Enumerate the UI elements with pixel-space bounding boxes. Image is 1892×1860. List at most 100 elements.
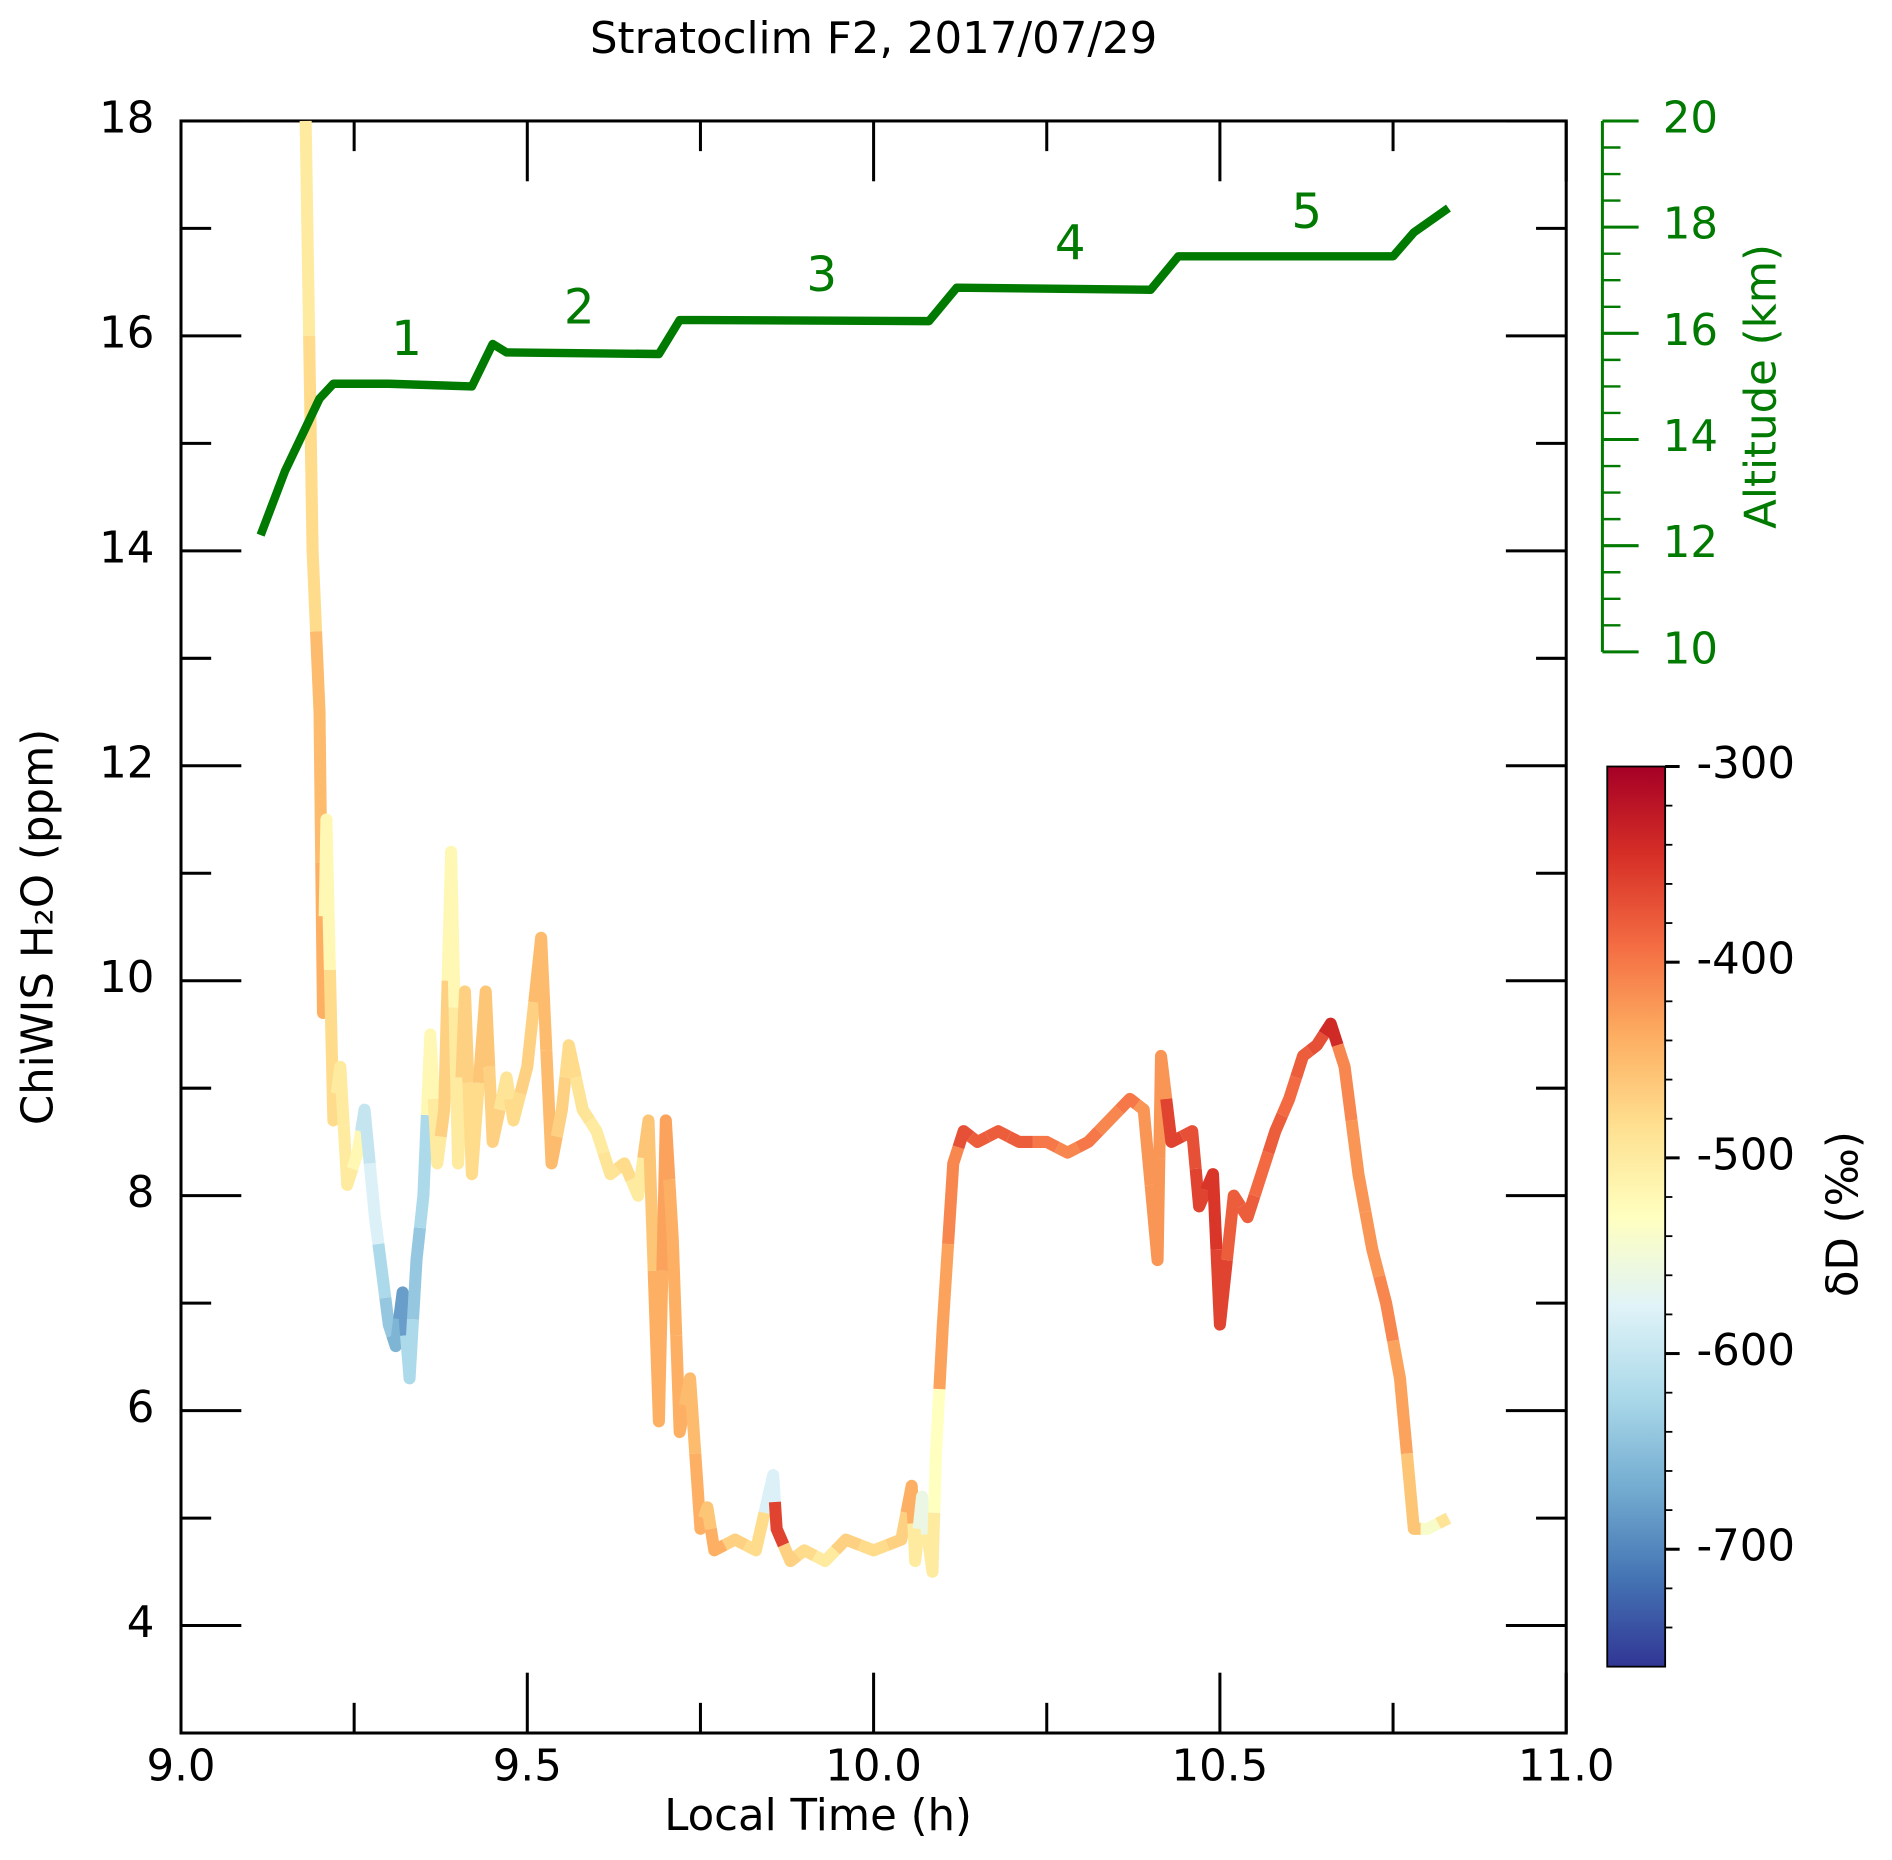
h2o-segment <box>504 1092 527 1127</box>
x-tick-label: 9.5 <box>493 1742 562 1792</box>
h2o-segment <box>569 1076 595 1124</box>
colorbar-tick-label: -600 <box>1697 1326 1796 1376</box>
x-axis-label: Local Time (h) <box>664 1791 972 1841</box>
h2o-segment <box>597 1150 622 1181</box>
y-tick-label: 8 <box>127 1168 155 1218</box>
colorbar-tick-label: -500 <box>1697 1130 1796 1180</box>
h2o-segment <box>942 1145 965 1245</box>
h2o-segment <box>1133 1099 1157 1186</box>
y-tick-label: 16 <box>99 308 154 358</box>
h2o-segment <box>372 1243 392 1299</box>
h2o-segment <box>584 1117 610 1155</box>
h2o-segment <box>400 1318 420 1385</box>
h2o-segment <box>318 813 336 971</box>
h2o-segment <box>1160 1098 1185 1148</box>
h2o-segment <box>704 1527 728 1557</box>
y-tick-label: 14 <box>99 523 154 573</box>
h2o-segment <box>363 1162 385 1245</box>
h2o-segment <box>448 1007 468 1170</box>
h2o-segment <box>768 1501 790 1548</box>
h2o-segment <box>647 1270 669 1428</box>
h2o-segment <box>434 980 454 1138</box>
h2o-segment <box>793 1544 818 1562</box>
h2o-segment <box>933 1243 955 1390</box>
h2o-segment <box>540 1050 563 1170</box>
h2o-segment <box>1235 1193 1261 1224</box>
h2o-segment <box>1179 1125 1202 1170</box>
colorbar-tick-label: -300 <box>1697 739 1796 789</box>
h2o-segment <box>355 1103 376 1164</box>
y-tick-label: 10 <box>99 953 154 1003</box>
h2o-segment <box>550 1076 572 1138</box>
y2-tick-label: 16 <box>1663 306 1718 356</box>
y-tick-label: 6 <box>127 1383 155 1433</box>
y-tick-label: 12 <box>99 738 154 788</box>
x-tick-label: 11.0 <box>1518 1742 1615 1792</box>
h2o-segment <box>811 1546 840 1568</box>
h2o-segment <box>559 1039 582 1079</box>
colorbar-tick-label: -700 <box>1697 1522 1796 1572</box>
h2o-segment <box>1318 1017 1344 1048</box>
h2o-segment <box>528 931 553 1051</box>
h2o-segment <box>637 1114 660 1272</box>
h2o-segment <box>985 1125 1012 1142</box>
y-tick-label: 18 <box>99 93 154 143</box>
h2o-segment <box>921 1512 941 1578</box>
h2o-segment <box>1115 1092 1141 1114</box>
y-tick-label: 4 <box>127 1598 155 1648</box>
h2o-segment <box>663 1179 683 1336</box>
level-annotation: 5 <box>1291 184 1322 240</box>
h2o-segment <box>689 1453 710 1535</box>
h2o-segment <box>441 845 461 1008</box>
level-annotation: 2 <box>564 279 595 335</box>
h2o-segment <box>656 1114 676 1272</box>
h2o-segment <box>625 1157 650 1202</box>
colorbar-frame <box>1606 765 1667 1668</box>
altitude-line <box>256 204 1451 537</box>
h2o-segment <box>966 1131 991 1148</box>
h2o-segment <box>483 1066 506 1148</box>
h2o-segment <box>1200 1168 1223 1250</box>
h2o-segment <box>514 1001 541 1096</box>
x-tick-label: 9.0 <box>146 1742 215 1792</box>
level-annotation: 1 <box>391 311 422 367</box>
h2o-segment <box>698 1501 717 1530</box>
plot-frame <box>179 119 1568 1735</box>
h2o-segment <box>303 335 323 632</box>
h2o-segment <box>413 1114 433 1229</box>
h2o-segment <box>952 1125 975 1150</box>
h2o-segment <box>1144 1157 1166 1267</box>
h2o-segment <box>1262 1112 1288 1155</box>
h2o-segment <box>742 1511 771 1557</box>
h2o-segment <box>613 1157 637 1182</box>
h2o-segment <box>1400 1453 1421 1535</box>
h2o-segment <box>831 1533 862 1555</box>
h2o-segment <box>1005 1131 1033 1148</box>
h2o-segment <box>857 1539 890 1557</box>
y2-axis-label: Altitude (km) <box>1737 244 1787 529</box>
h2o-segment <box>900 1479 920 1524</box>
h2o-segment <box>427 1098 447 1170</box>
colorbar-label: δD (‰) <box>1819 1131 1869 1297</box>
h2o-segment <box>1359 1210 1386 1278</box>
h2o-segment <box>1075 1126 1104 1153</box>
chart-title: Stratoclim F2, 2017/07/29 <box>590 14 1157 64</box>
x-tick-label: 10.0 <box>825 1742 922 1792</box>
h2o-segment <box>337 1125 359 1191</box>
h2o-segment <box>1189 1168 1212 1213</box>
h2o-segment <box>420 1028 440 1116</box>
x-tick-label: 10.5 <box>1172 1742 1269 1792</box>
h2o-segment <box>493 1071 516 1111</box>
y-axis-label: ChiWIS H₂O (ppm) <box>14 729 64 1125</box>
h2o-segment <box>1435 1512 1452 1529</box>
h2o-segment <box>1276 1075 1302 1118</box>
h2o-segment <box>472 985 496 1084</box>
h2o-segment <box>455 985 475 1084</box>
h2o-segment <box>299 120 316 336</box>
h2o-segment <box>670 1335 691 1439</box>
y2-tick-label: 10 <box>1663 624 1718 674</box>
colorbar <box>1607 766 1666 1667</box>
h2o-segment <box>1373 1274 1399 1342</box>
h2o-segment <box>330 1060 350 1127</box>
